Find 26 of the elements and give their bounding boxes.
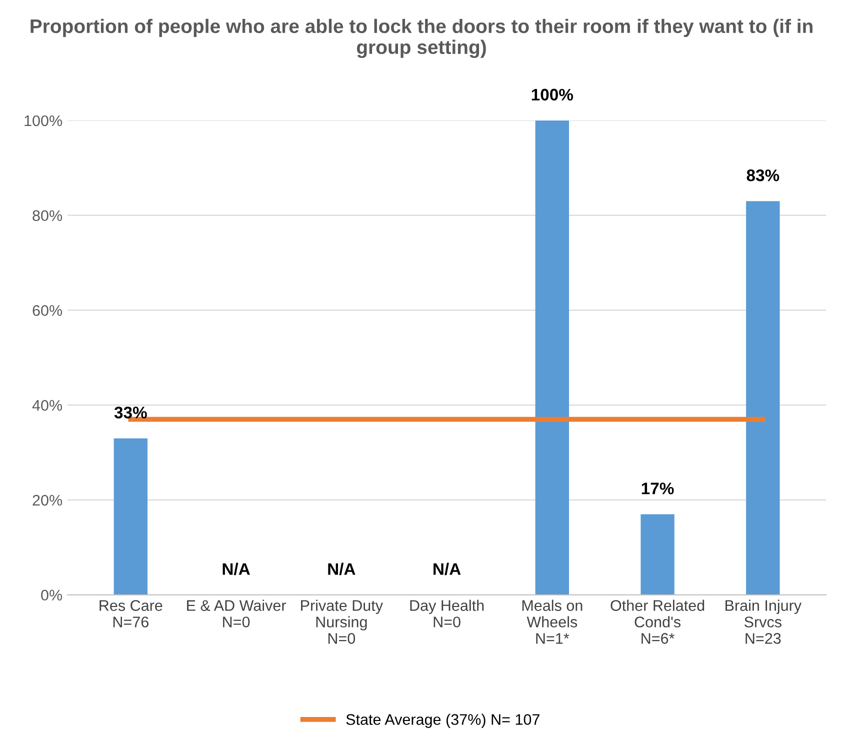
chart-title: Proportion of people who are able to lock the doors to their room if they want to (if in group setting): [30, 18, 812, 58]
y-tick-label: 100%: [24, 115, 62, 126]
x-tick-label: Other Related Cond's N=6*: [610, 600, 704, 644]
bar: [746, 201, 780, 595]
y-tick-label: 60%: [32, 305, 62, 316]
data-label: 100%: [532, 88, 574, 101]
x-tick-label: Brain Injury Srvcs N=23: [726, 600, 802, 644]
bar: [114, 438, 148, 595]
bar: [535, 120, 570, 595]
data-label: 17%: [642, 482, 674, 494]
text: N/A: [222, 562, 250, 576]
x-tick-label: Day Health N=0: [410, 600, 484, 628]
x-tick-label: Res Care N=76: [100, 600, 162, 628]
data-label: 33%: [114, 406, 147, 418]
y-tick-label: 20%: [32, 494, 62, 506]
x-tick-label: Private Duty Nursing N=0: [301, 600, 383, 644]
y-tick-label: 40%: [32, 400, 62, 411]
text: N/A: [434, 562, 461, 576]
bar: [640, 514, 674, 595]
legend-label: State Average (37%) N= 107: [346, 714, 540, 728]
text: N/A: [328, 562, 356, 576]
y-tick-label: 0%: [41, 590, 62, 601]
data-label: 83%: [746, 169, 780, 182]
y-tick-label: 80%: [32, 210, 62, 222]
x-tick-label: E & AD Waiver N=0: [187, 600, 286, 628]
x-tick-label: Meals on Wheels N=1*: [522, 600, 582, 644]
